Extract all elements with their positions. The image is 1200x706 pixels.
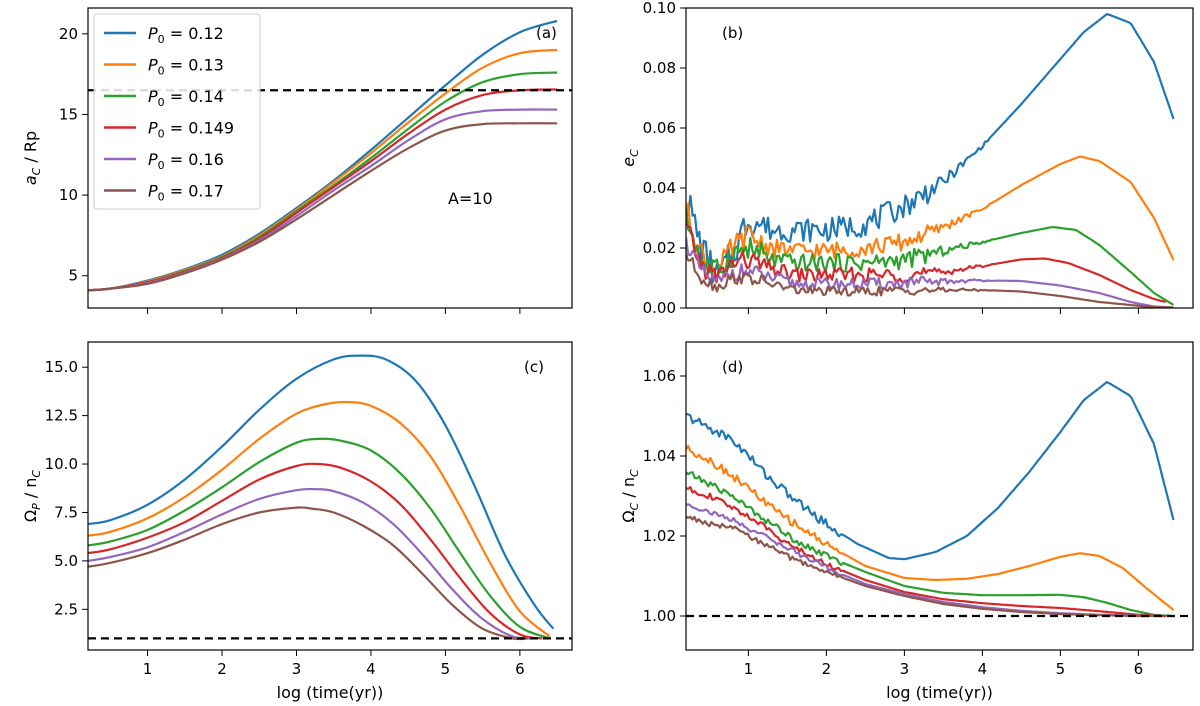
y-axis-label-d: ΩC / nC — [619, 469, 641, 523]
y-tick-label-c: 5.0 — [54, 552, 78, 570]
x-tick-label-d: 6 — [1134, 660, 1144, 678]
series-line-c-4 — [88, 462, 543, 640]
series-line-d-3 — [686, 471, 1174, 618]
series-line-d-6 — [686, 515, 1154, 618]
x-tick-label-c: 4 — [366, 660, 376, 678]
legend-entry: P0 = 0.16 — [148, 150, 224, 172]
y-tick-label-c: 2.5 — [54, 600, 78, 618]
y-tick-label-d: 1.02 — [643, 527, 676, 545]
series-line-b-4 — [686, 221, 1166, 304]
legend-entry: P0 = 0.12 — [148, 24, 224, 46]
y-tick-label-b: 0.10 — [643, 0, 676, 17]
y-tick-label-c: 10.0 — [45, 455, 78, 473]
series-line-c-5 — [88, 487, 535, 640]
series-line-d-1 — [686, 381, 1175, 561]
legend-entry: P0 = 0.17 — [148, 182, 224, 204]
legend-box — [93, 13, 261, 210]
series-line-b-2 — [686, 155, 1175, 281]
series-line-b-5 — [686, 237, 1174, 308]
series-line-c-6 — [88, 506, 528, 641]
panel-c: 1 2 3 4 5 6 2.5 5.0 7.5 10.0 12.5 15.0 ΩP / nC log (t… — [21, 341, 573, 702]
x-tick-label-c: 6 — [515, 660, 525, 678]
series-line-b-6 — [686, 253, 1174, 308]
series-line-c-2 — [88, 400, 551, 638]
panel-d: 1 2 3 4 5 6 1.00 1.02 1.04 1.06 ΩC / nC log (time(y… — [619, 341, 1194, 702]
x-axis-label-d: log (time(yr)) — [886, 683, 993, 702]
series-line-a-6 — [88, 122, 558, 292]
legend-entry: P0 = 0.13 — [148, 56, 224, 78]
y-tick-label-b: 0.04 — [643, 179, 676, 197]
x-tick-label-d: 1 — [744, 660, 754, 678]
y-tick-label-c: 15.0 — [45, 358, 78, 376]
legend-entry: P0 = 0.14 — [148, 87, 224, 109]
y-axis-label-b: eC — [619, 149, 641, 167]
x-tick-label-c: 2 — [217, 660, 227, 678]
y-axis-label-a: aC / Rp — [21, 131, 43, 185]
y-tick-label-b: 0.00 — [643, 299, 676, 317]
x-tick-label-d: 2 — [822, 660, 832, 678]
y-tick-label-b: 0.06 — [643, 119, 676, 137]
x-axis-label-c: log (time(yr)) — [277, 683, 384, 702]
series-line-b-3 — [686, 207, 1175, 306]
y-tick-label-d: 1.04 — [643, 447, 676, 465]
panel-label-c: (c) — [524, 358, 544, 376]
axes-frame-d — [685, 341, 1194, 651]
x-tick-label-c: 5 — [441, 660, 451, 678]
y-tick-label-b: 0.08 — [643, 59, 676, 77]
y-tick-label-c: 7.5 — [54, 503, 78, 521]
x-tick-label-d: 3 — [900, 660, 910, 678]
x-tick-label-c: 1 — [143, 660, 153, 678]
panel-label-d: (d) — [722, 358, 743, 376]
y-tick-label-a: 20 — [59, 25, 78, 43]
series-line-b-1 — [686, 13, 1175, 284]
panel-label-b: (b) — [722, 24, 743, 42]
axes-frame-b — [685, 7, 1194, 309]
annotation-a: A=10 — [448, 189, 493, 208]
y-tick-label-b: 0.02 — [643, 239, 676, 257]
y-tick-label-d: 1.06 — [643, 367, 676, 385]
panel-label-a: (a) — [536, 24, 557, 42]
panel-b: 0.00 0.02 0.04 0.06 0.08 0.10 eC (b) — [619, 0, 1194, 317]
legend-entry: P0 = 0.149 — [148, 119, 234, 141]
x-tick-label-c: 3 — [292, 660, 302, 678]
series-line-c-3 — [88, 437, 551, 640]
series-line-d-2 — [686, 444, 1175, 611]
y-tick-label-a: 5 — [68, 267, 78, 285]
legend: P0 = 0.12 P0 = 0.13 P0 = 0.14 P0 = 0.149 P0 … — [93, 13, 261, 210]
axes-frame-a — [87, 7, 573, 309]
x-tick-label-d: 5 — [1056, 660, 1066, 678]
y-tick-label-c: 12.5 — [45, 407, 78, 425]
y-tick-label-d: 1.00 — [643, 607, 676, 625]
x-tick-label-d: 4 — [978, 660, 988, 678]
y-tick-label-a: 10 — [59, 186, 78, 204]
series-line-d-4 — [686, 486, 1166, 618]
series-line-c-1 — [88, 354, 555, 630]
y-tick-label-a: 15 — [59, 105, 78, 123]
y-axis-label-c: ΩP / nC — [21, 470, 43, 523]
axes-frame-c — [87, 341, 573, 651]
